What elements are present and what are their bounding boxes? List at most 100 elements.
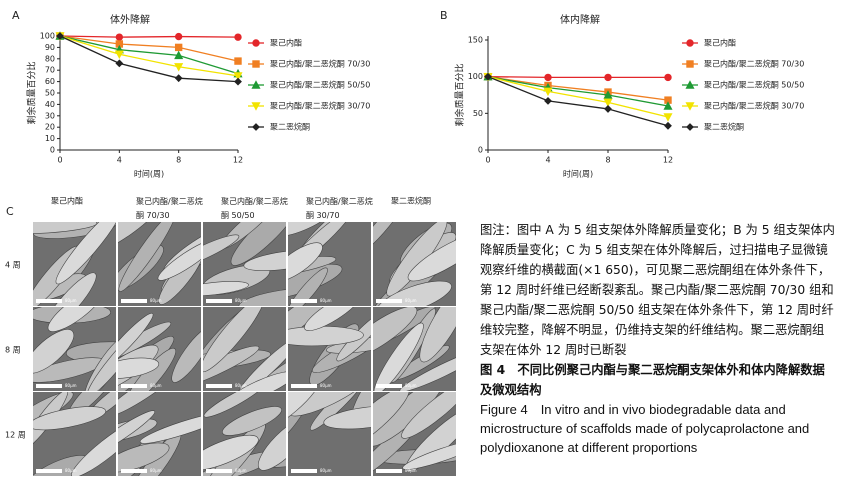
- point: [664, 121, 672, 130]
- scale-bar-label: 80μm: [65, 383, 77, 388]
- fiber: [118, 442, 170, 473]
- scale-bar-label: 80μm: [235, 298, 247, 303]
- x-tick-label: 8: [605, 156, 610, 165]
- fiber: [203, 392, 266, 418]
- scale-bar: [121, 469, 147, 473]
- point: [603, 90, 613, 99]
- x-tick-label: 12: [663, 156, 673, 165]
- panel-label: A: [12, 9, 20, 22]
- fiber: [55, 222, 116, 285]
- scale-bar-label: 80μm: [235, 383, 247, 388]
- fiber: [402, 439, 456, 470]
- scale-bar-label: 80μm: [405, 383, 417, 388]
- fiber: [288, 222, 332, 237]
- scale-bar: [376, 299, 402, 303]
- legend-marker: [686, 60, 694, 68]
- fiber: [118, 410, 156, 458]
- fibers: [33, 307, 116, 391]
- legend-marker: [685, 80, 695, 89]
- point: [234, 77, 242, 86]
- point: [234, 57, 242, 65]
- y-tick-label: 70: [45, 66, 55, 75]
- fibers: [118, 312, 201, 391]
- fiber: [373, 392, 410, 451]
- panel-label: B: [440, 9, 448, 22]
- fiber: [323, 405, 371, 430]
- fiber: [118, 222, 176, 292]
- scale-bar-label: 80μm: [65, 298, 77, 303]
- y-tick-label: 20: [45, 123, 55, 132]
- point: [174, 32, 183, 41]
- row-label: 8 周: [5, 346, 21, 355]
- column-label-line: 聚己内酯/聚二恶烷: [306, 196, 373, 206]
- legend-marker: [251, 80, 261, 89]
- y-tick-label: 10: [45, 134, 55, 143]
- fiber: [407, 232, 456, 282]
- fibers: [288, 392, 371, 443]
- y-tick-label: 30: [45, 111, 55, 120]
- fiber: [203, 307, 265, 373]
- fibers: [373, 307, 456, 391]
- column-label: 聚己内酯/聚二恶烷酮 70/30: [136, 196, 203, 220]
- legend-label: 聚己内酯/聚二恶烷酮 30/70: [270, 101, 370, 111]
- scale-bar: [121, 299, 147, 303]
- row-label: 12 周: [5, 431, 26, 440]
- fibers: [373, 392, 456, 476]
- scale-bar: [291, 469, 317, 473]
- legend-label: 聚己内酯/聚二恶烷酮 50/50: [270, 80, 370, 90]
- fiber: [118, 222, 162, 253]
- caption-note: 图注：图中 A 为 5 组支架体外降解质量变化；B 为 5 组支架体内降解质量变…: [480, 223, 835, 357]
- column-label-line: 酮 50/50: [221, 211, 255, 220]
- y-axis-label: 剩余质量百分比: [454, 63, 466, 126]
- column-label-line: 酮 70/30: [136, 211, 170, 220]
- point: [233, 72, 243, 81]
- x-tick-label: 0: [57, 156, 62, 165]
- fiber: [401, 392, 456, 439]
- point: [56, 32, 64, 40]
- series-line: [59, 35, 239, 75]
- scale-bar-label: 80μm: [405, 468, 417, 473]
- series-line: [59, 35, 239, 83]
- scale-bar-label: 80μm: [150, 468, 162, 473]
- point: [663, 113, 673, 122]
- scale-bar: [206, 384, 232, 388]
- fiber: [257, 417, 286, 471]
- fiber: [227, 371, 286, 391]
- scale-bar: [206, 299, 232, 303]
- fiber: [33, 406, 107, 431]
- point: [115, 33, 124, 41]
- legend-label: 聚己内酯: [704, 38, 736, 48]
- point: [663, 101, 673, 110]
- fiber: [373, 307, 418, 360]
- fiber: [203, 434, 259, 471]
- y-tick-label: 60: [45, 77, 55, 86]
- point: [604, 105, 612, 113]
- chart-title: 体外降解: [110, 13, 150, 26]
- point: [664, 73, 672, 82]
- legend-marker: [686, 39, 694, 47]
- scale-bar-label: 80μm: [150, 383, 162, 388]
- y-tick-label: 80: [45, 54, 55, 63]
- point: [543, 87, 553, 97]
- scale-bar-label: 80μm: [320, 298, 332, 303]
- y-tick-label: 50: [45, 89, 55, 98]
- point: [174, 43, 183, 52]
- legend-label: 聚己内酯/聚二恶烷酮 70/30: [704, 59, 804, 69]
- scale-bar: [291, 299, 317, 303]
- caption-title-cn: 图 4 不同比例聚己内酯与聚二恶烷酮支架体外和体内降解数据及微观结构: [480, 363, 825, 397]
- fiber: [288, 267, 328, 306]
- series-line: [59, 35, 239, 62]
- panel-label: C: [6, 205, 14, 218]
- x-tick-label: 0: [485, 156, 490, 165]
- series-line: [59, 35, 239, 77]
- legend-marker: [251, 102, 261, 111]
- fiber: [237, 337, 286, 391]
- x-axis-label: 时间(周): [134, 169, 164, 179]
- fibers: [373, 222, 456, 306]
- y-tick-label: 0: [478, 146, 483, 155]
- x-tick-label: 8: [176, 156, 181, 165]
- fiber: [373, 322, 424, 391]
- fiber: [171, 326, 201, 383]
- point: [484, 72, 492, 81]
